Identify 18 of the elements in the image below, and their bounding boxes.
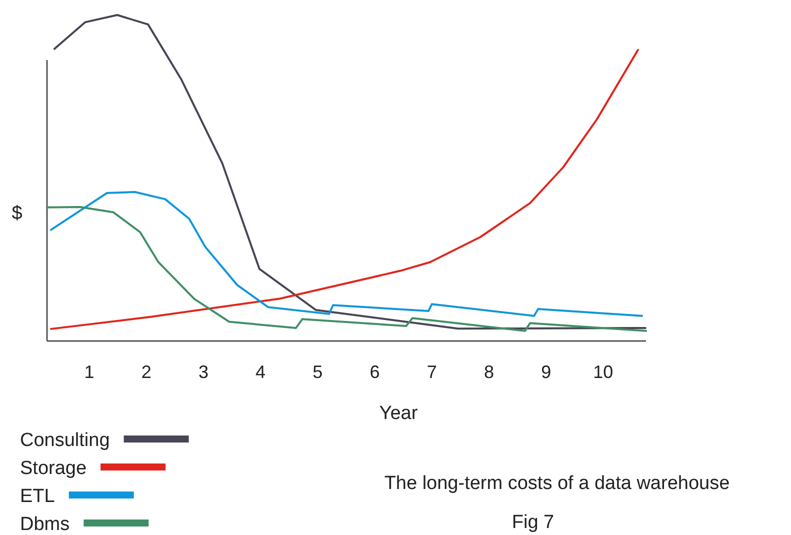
x-tick-label: 3 bbox=[198, 362, 208, 382]
x-tick-label: 2 bbox=[141, 362, 152, 382]
x-tick-label: 4 bbox=[256, 362, 266, 382]
x-tick-label: 5 bbox=[312, 362, 323, 382]
x-tick-label: 6 bbox=[370, 362, 380, 382]
caption: Fig 7 bbox=[512, 512, 554, 533]
x-tick-label: 7 bbox=[426, 362, 437, 382]
legend-label: Consulting bbox=[20, 430, 110, 451]
legend-label: Dbms bbox=[20, 514, 70, 535]
x-axis-title: Year bbox=[379, 403, 418, 424]
legend-label: ETL bbox=[20, 486, 55, 507]
legend-label: Storage bbox=[20, 458, 87, 479]
text: The long-term costs of a data warehouse bbox=[384, 473, 730, 494]
x-tick-label: 8 bbox=[484, 362, 494, 382]
x-tick-label: 1 bbox=[84, 362, 94, 382]
y-axis-title: $ bbox=[12, 203, 23, 224]
x-tick-label: 10 bbox=[593, 362, 614, 382]
x-tick-label: 9 bbox=[541, 362, 552, 382]
